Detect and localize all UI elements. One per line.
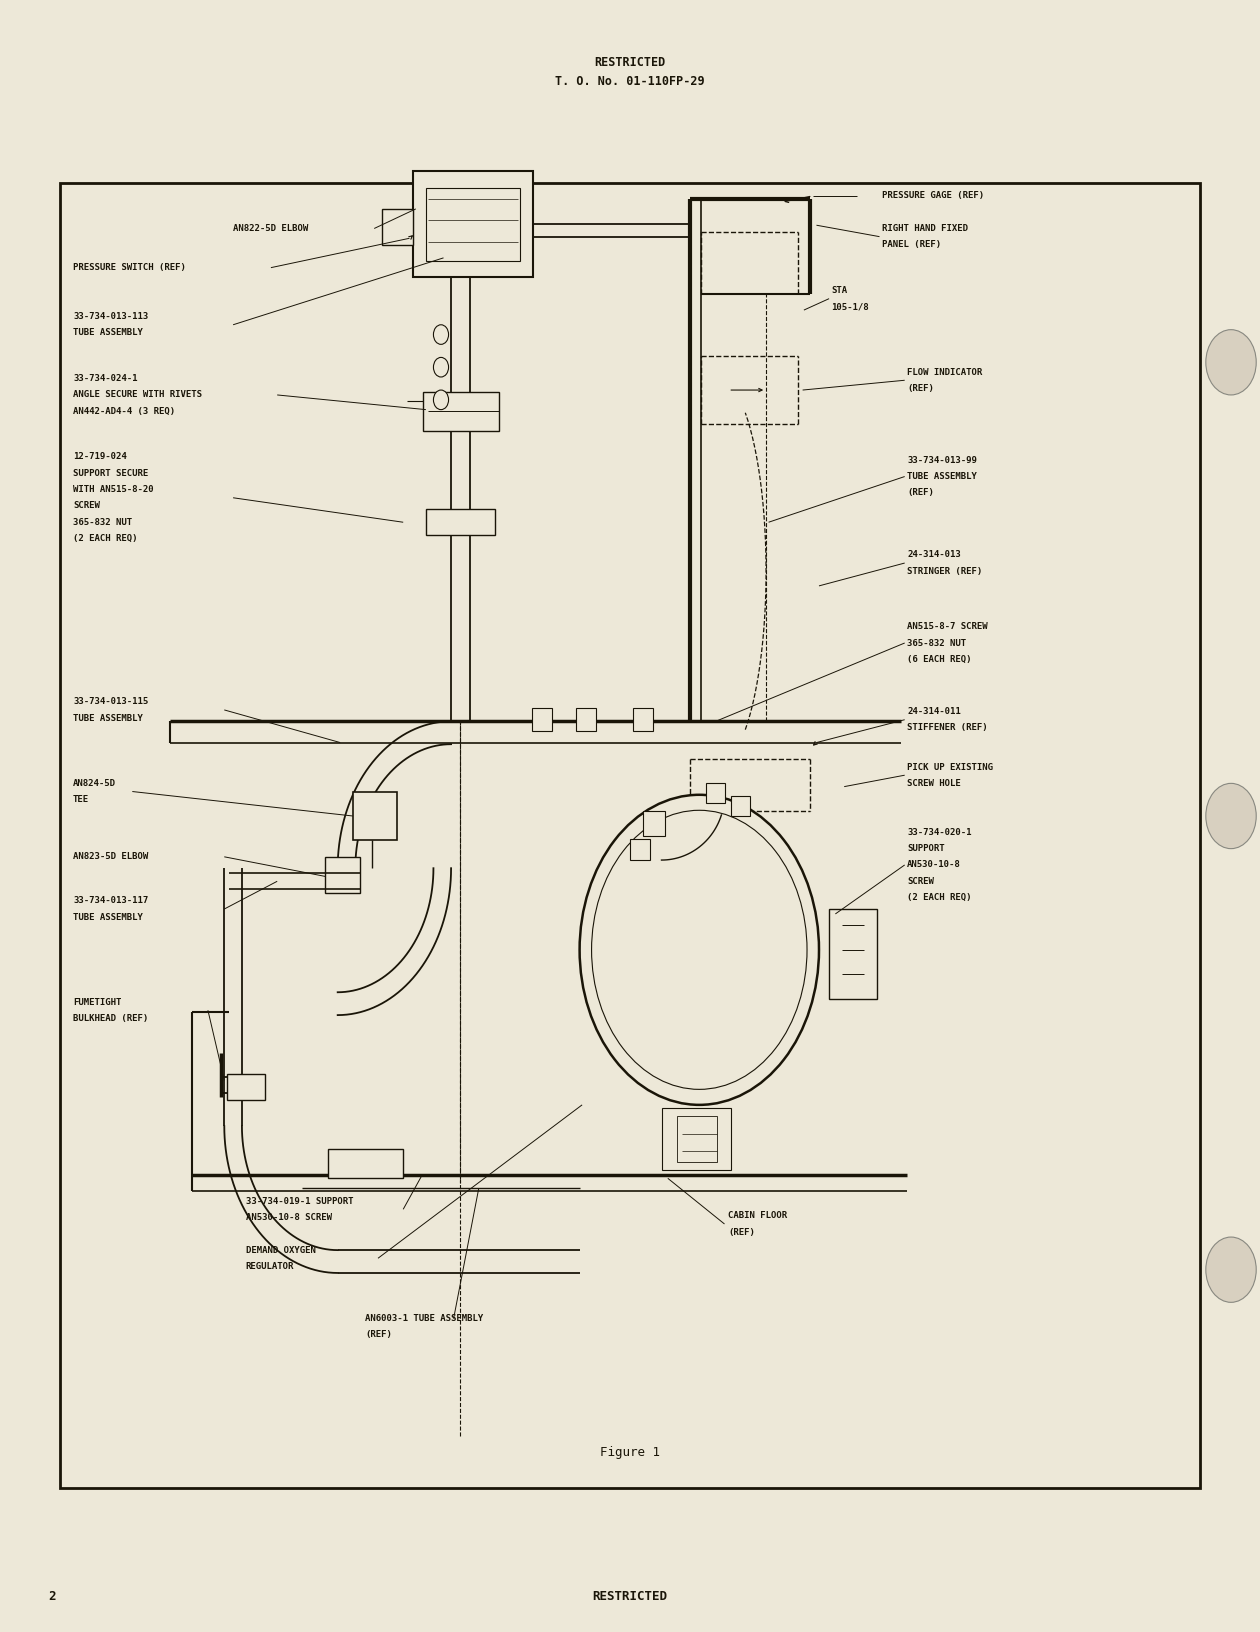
Text: AN530-10-8: AN530-10-8 bbox=[907, 860, 961, 870]
Text: PANEL (REF): PANEL (REF) bbox=[882, 240, 941, 250]
Text: PICK UP EXISTING: PICK UP EXISTING bbox=[907, 762, 993, 772]
Bar bbox=[706, 783, 724, 803]
Text: AN442-AD4-4 (3 REQ): AN442-AD4-4 (3 REQ) bbox=[73, 406, 175, 416]
Text: PRESSURE GAGE (REF): PRESSURE GAGE (REF) bbox=[882, 191, 984, 201]
Text: 2: 2 bbox=[48, 1590, 55, 1603]
Bar bbox=[576, 708, 596, 731]
Text: AN822-5D ELBOW: AN822-5D ELBOW bbox=[233, 224, 309, 233]
Circle shape bbox=[433, 325, 449, 344]
Bar bbox=[829, 909, 877, 999]
Text: 33-734-019-1 SUPPORT: 33-734-019-1 SUPPORT bbox=[246, 1196, 353, 1206]
Text: STIFFENER (REF): STIFFENER (REF) bbox=[907, 723, 988, 733]
Circle shape bbox=[580, 795, 819, 1105]
Bar bbox=[325, 857, 360, 893]
Text: FUMETIGHT: FUMETIGHT bbox=[73, 997, 121, 1007]
Bar bbox=[353, 792, 397, 840]
Text: 33-734-024-1: 33-734-024-1 bbox=[73, 374, 137, 384]
Bar bbox=[677, 1116, 717, 1162]
Circle shape bbox=[433, 390, 449, 410]
Text: (2 EACH REQ): (2 EACH REQ) bbox=[73, 534, 137, 543]
Text: (REF): (REF) bbox=[907, 488, 934, 498]
Text: 12-719-024: 12-719-024 bbox=[73, 452, 127, 462]
Bar bbox=[60, 183, 1200, 1488]
Bar bbox=[532, 708, 552, 731]
Bar bbox=[662, 1108, 731, 1170]
Text: RIGHT HAND FIXED: RIGHT HAND FIXED bbox=[882, 224, 968, 233]
Text: Figure 1: Figure 1 bbox=[600, 1446, 660, 1459]
Text: TUBE ASSEMBLY: TUBE ASSEMBLY bbox=[73, 713, 142, 723]
Text: RESTRICTED: RESTRICTED bbox=[595, 57, 665, 69]
Text: (2 EACH REQ): (2 EACH REQ) bbox=[907, 893, 971, 902]
Text: AN530-10-8 SCREW: AN530-10-8 SCREW bbox=[246, 1213, 331, 1222]
Text: DEMAND OXYGEN: DEMAND OXYGEN bbox=[246, 1245, 315, 1255]
Text: RESTRICTED: RESTRICTED bbox=[592, 1590, 668, 1603]
Text: TUBE ASSEMBLY: TUBE ASSEMBLY bbox=[73, 328, 142, 338]
Text: FLOW INDICATOR: FLOW INDICATOR bbox=[907, 367, 983, 377]
Text: SCREW HOLE: SCREW HOLE bbox=[907, 778, 961, 788]
Bar bbox=[731, 796, 750, 816]
Bar bbox=[227, 1074, 265, 1100]
Text: SCREW: SCREW bbox=[73, 501, 100, 511]
Text: 24-314-011: 24-314-011 bbox=[907, 707, 961, 716]
Text: SUPPORT: SUPPORT bbox=[907, 844, 945, 854]
Bar bbox=[643, 811, 665, 836]
Bar bbox=[328, 1149, 403, 1178]
Text: ANGLE SECURE WITH RIVETS: ANGLE SECURE WITH RIVETS bbox=[73, 390, 202, 400]
Text: 33-734-013-115: 33-734-013-115 bbox=[73, 697, 149, 707]
Bar bbox=[633, 708, 653, 731]
Text: SCREW: SCREW bbox=[907, 876, 934, 886]
Bar bbox=[413, 171, 533, 277]
Text: (REF): (REF) bbox=[907, 384, 934, 393]
Text: 365-832 NUT: 365-832 NUT bbox=[907, 638, 966, 648]
Bar bbox=[382, 209, 413, 245]
Text: CABIN FLOOR: CABIN FLOOR bbox=[728, 1211, 788, 1221]
Text: AN823-5D ELBOW: AN823-5D ELBOW bbox=[73, 852, 149, 862]
Text: (REF): (REF) bbox=[365, 1330, 392, 1340]
Circle shape bbox=[592, 811, 808, 1090]
Text: 24-314-013: 24-314-013 bbox=[907, 550, 961, 560]
Text: BULKHEAD (REF): BULKHEAD (REF) bbox=[73, 1013, 149, 1023]
Text: AN515-8-7 SCREW: AN515-8-7 SCREW bbox=[907, 622, 988, 632]
Text: 33-734-013-113: 33-734-013-113 bbox=[73, 312, 149, 322]
Text: SUPPORT SECURE: SUPPORT SECURE bbox=[73, 468, 149, 478]
Circle shape bbox=[433, 357, 449, 377]
Text: 33-734-013-99: 33-734-013-99 bbox=[907, 455, 976, 465]
Text: 105-1/8: 105-1/8 bbox=[832, 302, 869, 312]
Text: TUBE ASSEMBLY: TUBE ASSEMBLY bbox=[73, 912, 142, 922]
Text: T. O. No. 01-110FP-29: T. O. No. 01-110FP-29 bbox=[556, 75, 704, 88]
Text: 33-734-013-117: 33-734-013-117 bbox=[73, 896, 149, 906]
Text: (REF): (REF) bbox=[728, 1227, 755, 1237]
Text: (6 EACH REQ): (6 EACH REQ) bbox=[907, 654, 971, 664]
Text: PRESSURE SWITCH (REF): PRESSURE SWITCH (REF) bbox=[73, 263, 186, 273]
Circle shape bbox=[1206, 1237, 1256, 1302]
Circle shape bbox=[675, 919, 723, 981]
Text: TEE: TEE bbox=[73, 795, 89, 805]
Circle shape bbox=[1206, 783, 1256, 849]
Bar bbox=[426, 509, 495, 535]
Text: STRINGER (REF): STRINGER (REF) bbox=[907, 566, 983, 576]
Text: 365-832 NUT: 365-832 NUT bbox=[73, 517, 132, 527]
Text: AN6003-1 TUBE ASSEMBLY: AN6003-1 TUBE ASSEMBLY bbox=[365, 1314, 484, 1324]
Text: WITH AN515-8-20: WITH AN515-8-20 bbox=[73, 485, 154, 494]
Text: AN824-5D: AN824-5D bbox=[73, 778, 116, 788]
Text: 33-734-020-1: 33-734-020-1 bbox=[907, 827, 971, 837]
Text: STA: STA bbox=[832, 286, 848, 295]
Circle shape bbox=[1206, 330, 1256, 395]
Circle shape bbox=[617, 844, 781, 1056]
Text: REGULATOR: REGULATOR bbox=[246, 1262, 294, 1271]
Bar bbox=[423, 392, 499, 431]
Text: TUBE ASSEMBLY: TUBE ASSEMBLY bbox=[907, 472, 976, 481]
Bar bbox=[630, 839, 650, 860]
Bar bbox=[426, 188, 520, 261]
